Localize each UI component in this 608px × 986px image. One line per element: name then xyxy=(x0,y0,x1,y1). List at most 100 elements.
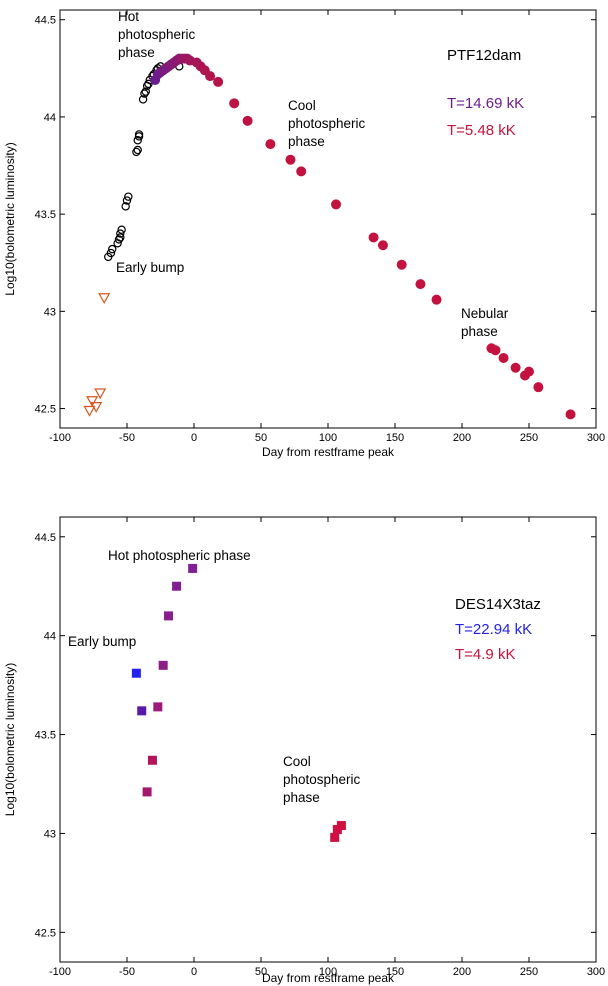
data-point-open-circle xyxy=(116,229,125,238)
y-tick-label: 44.5 xyxy=(35,15,56,27)
y-tick-label: 44.5 xyxy=(35,532,56,544)
data-point-filled-square xyxy=(131,668,141,678)
phase-annotation: phase xyxy=(288,134,325,149)
data-point-filled-circle xyxy=(533,382,544,393)
data-point-open-circle xyxy=(141,87,150,96)
object-name-label: DES14X3taz xyxy=(455,596,541,613)
data-point-filled-circle xyxy=(213,76,224,87)
phase-annotation: photospheric xyxy=(283,772,361,787)
x-tick-label: 250 xyxy=(520,432,538,444)
y-tick-label: 43 xyxy=(44,828,56,840)
x-tick-label: 150 xyxy=(386,966,404,978)
phase-annotation: Cool xyxy=(288,98,316,113)
x-tick-label: 250 xyxy=(520,966,538,978)
data-point-open-circle xyxy=(124,192,133,201)
x-tick-label: 50 xyxy=(255,432,267,444)
data-point-open-circle xyxy=(132,147,141,157)
data-point-filled-circle xyxy=(510,362,521,373)
data-point-upper-limit-triangle xyxy=(98,293,111,304)
y-tick-label: 44 xyxy=(44,631,56,643)
data-point-open-circle xyxy=(140,89,149,98)
x-tick-label: 0 xyxy=(191,966,197,978)
x-axis-label: Day from restframe peak xyxy=(262,971,395,985)
data-point-filled-circle xyxy=(229,98,240,109)
phase-annotation: Hot xyxy=(118,9,139,24)
data-point-filled-circle xyxy=(431,294,442,305)
data-point-filled-square xyxy=(153,702,163,712)
object-name-label: PTF12dam xyxy=(447,47,521,64)
data-point-filled-circle xyxy=(415,279,426,290)
data-point-filled-square xyxy=(172,581,182,591)
data-point-filled-square xyxy=(137,706,147,716)
temperature-label: T=22.94 kK xyxy=(455,621,532,638)
data-point-filled-square xyxy=(330,832,340,842)
data-point-open-circle xyxy=(122,196,132,205)
data-point-open-circle xyxy=(121,202,130,211)
data-point-upper-limit-triangle xyxy=(83,405,96,417)
data-point-open-circle xyxy=(116,233,125,242)
x-tick-label: 150 xyxy=(386,432,404,444)
x-axis-label: Day from restframe peak xyxy=(262,445,395,459)
data-point-filled-circle xyxy=(331,199,342,210)
temperature-label: T=14.69 kK xyxy=(447,95,524,112)
data-point-open-circle xyxy=(117,225,126,234)
temperature-label: T=5.48 kK xyxy=(447,122,516,139)
data-point-filled-square xyxy=(164,611,174,621)
phase-annotation: Early bump xyxy=(68,634,136,649)
y-tick-label: 44 xyxy=(44,112,56,124)
data-point-open-circle xyxy=(138,95,148,104)
x-tick-label: 200 xyxy=(453,432,471,444)
data-point-open-circle xyxy=(108,244,117,254)
data-point-filled-circle xyxy=(377,240,388,251)
x-tick-label: 100 xyxy=(319,966,337,978)
data-point-filled-circle xyxy=(396,259,407,270)
chart-des14x3taz: -100 -50 0 50 100 150 200 250 300 42.5 43 43.5 44 44.… xyxy=(3,516,605,985)
y-axis-label: Log10(bolometric luminosity) xyxy=(3,142,17,295)
data-point-filled-circle xyxy=(490,345,501,356)
phase-annotation: Cool xyxy=(283,754,311,769)
data-point-filled-circle xyxy=(524,366,534,377)
y-tick-label: 42.5 xyxy=(35,404,56,416)
chart-ptf12dam: -100 -50 0 50 100 150 200 250 300 42.5 43 43.5 44 44.… xyxy=(3,9,605,459)
phase-annotation: phase xyxy=(461,324,498,339)
x-tick-label: -100 xyxy=(49,432,71,444)
y-axis-label: Log10(bolometric luminosity) xyxy=(3,663,17,816)
data-point-filled-square xyxy=(188,563,198,573)
data-point-open-circle xyxy=(134,130,144,139)
data-point-filled-circle xyxy=(265,139,276,150)
data-point-filled-square xyxy=(147,755,157,765)
phase-annotation: phase xyxy=(283,790,320,805)
phase-annotation: Early bump xyxy=(116,260,184,275)
data-point-filled-square xyxy=(336,821,346,831)
data-point-filled-circle xyxy=(368,232,379,243)
data-point-filled-circle xyxy=(285,154,296,165)
x-tick-label: 300 xyxy=(587,966,605,978)
data-point-filled-circle xyxy=(296,166,307,177)
x-tick-label: 0 xyxy=(191,432,197,444)
data-point-filled-circle xyxy=(242,115,253,126)
data-point-upper-limit-triangle xyxy=(86,396,99,408)
data-point-open-circle xyxy=(133,145,142,155)
phase-annotation: phase xyxy=(118,45,155,60)
data-point-upper-limit-triangle xyxy=(94,388,107,400)
y-tick-label: 42.5 xyxy=(35,927,56,939)
data-point-open-circle xyxy=(114,235,124,244)
data-point-filled-circle xyxy=(205,71,216,82)
x-tick-label: -50 xyxy=(119,966,135,978)
phase-annotation: Hot photospheric phase xyxy=(108,548,251,563)
x-tick-label: 200 xyxy=(453,966,471,978)
x-tick-label: 100 xyxy=(319,432,337,444)
phase-annotation: photospheric xyxy=(118,27,196,42)
data-point-upper-limit-triangle xyxy=(90,402,103,413)
plot-frame xyxy=(59,516,597,963)
data-point-filled-circle xyxy=(565,409,576,420)
data-point-open-circle xyxy=(133,136,142,145)
data-point-filled-square xyxy=(158,660,168,670)
x-tick-label: 50 xyxy=(255,966,267,978)
x-tick-label: 300 xyxy=(587,432,605,444)
phase-annotation: photospheric xyxy=(288,116,366,131)
data-point-open-circle xyxy=(106,248,116,258)
data-point-filled-circle xyxy=(498,353,509,364)
x-tick-label: -50 xyxy=(119,432,135,444)
y-tick-label: 43.5 xyxy=(35,209,56,221)
